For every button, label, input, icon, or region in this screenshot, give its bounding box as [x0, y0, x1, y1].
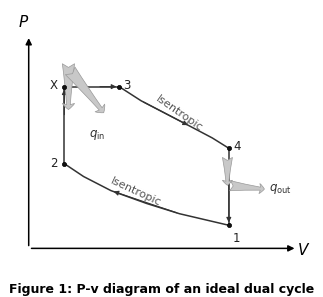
Text: V: V — [297, 244, 308, 258]
Text: $q_{\mathrm{out}}$: $q_{\mathrm{out}}$ — [268, 182, 291, 196]
Text: 1: 1 — [233, 232, 240, 245]
Text: Isentropic: Isentropic — [109, 176, 162, 208]
Text: Figure 1: P-v diagram of an ideal dual cycle: Figure 1: P-v diagram of an ideal dual c… — [9, 282, 314, 296]
Text: 3: 3 — [123, 79, 130, 92]
Text: Isentropic: Isentropic — [154, 94, 205, 133]
Text: X: X — [49, 79, 57, 92]
Text: 4: 4 — [233, 140, 240, 154]
Text: P: P — [19, 15, 28, 30]
Text: $q_{\mathrm{in}}$: $q_{\mathrm{in}}$ — [89, 128, 105, 142]
Text: 2: 2 — [50, 157, 57, 170]
